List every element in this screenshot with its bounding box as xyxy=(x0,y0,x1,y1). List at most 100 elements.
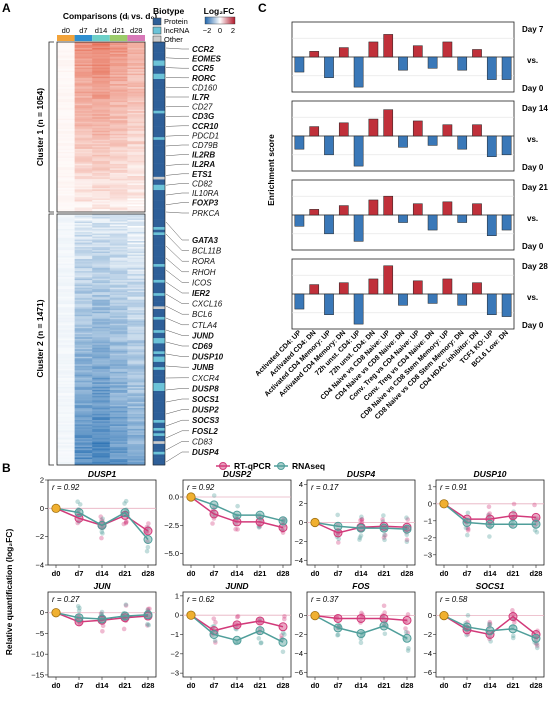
enrichment-bar xyxy=(353,214,364,242)
heatmap-cell xyxy=(109,442,128,445)
heatmap-cell xyxy=(74,404,93,407)
heatmap-cell xyxy=(127,463,146,466)
biotype-cell xyxy=(153,359,165,363)
gene-connector xyxy=(165,353,189,357)
biotype-cell xyxy=(153,420,165,423)
heatmap-cell xyxy=(92,214,111,216)
mean-point-rtqpcr xyxy=(402,615,412,625)
heatmap-cell xyxy=(57,199,75,202)
heatmap-cell xyxy=(57,461,75,464)
heatmap-cell xyxy=(57,215,75,218)
heatmap-cell xyxy=(74,178,93,181)
heatmap-cell xyxy=(127,87,146,89)
heatmap-cell xyxy=(57,382,75,385)
heatmap-cell xyxy=(127,160,146,163)
heatmap-cell xyxy=(92,293,111,296)
heatmap-cell xyxy=(57,93,75,95)
heatmap-cell xyxy=(57,242,75,245)
heatmap-cell xyxy=(92,281,111,284)
enrichment-bar xyxy=(294,214,305,227)
heatmap-cell xyxy=(127,135,146,138)
heatmap-cell xyxy=(109,332,128,335)
heatmap-cell xyxy=(127,403,146,406)
plot-ytick-label: −2 xyxy=(294,537,303,546)
heatmap-cell xyxy=(127,322,146,325)
heatmap-cell xyxy=(109,386,128,389)
heatmap-cell xyxy=(92,340,111,343)
heatmap-cell xyxy=(74,229,93,231)
heatmap-cell xyxy=(127,287,146,290)
heatmap-cell xyxy=(57,60,75,62)
heatmap-cell xyxy=(74,271,93,273)
heatmap-cell xyxy=(74,70,93,73)
heatmap-cell xyxy=(92,413,111,416)
heatmap-cell xyxy=(109,322,128,325)
heatmap-cell xyxy=(92,259,111,261)
heatmap-column-label: d14 xyxy=(95,26,108,35)
heatmap-cell xyxy=(92,100,111,103)
heatmap-cell xyxy=(127,229,146,231)
heatmap-cell xyxy=(57,286,75,288)
heatmap-cell xyxy=(127,76,146,79)
heatmap-cell xyxy=(92,283,111,285)
plot-xtick-label: d14 xyxy=(484,681,498,690)
heatmap-cell xyxy=(92,461,111,464)
heatmap-cell xyxy=(92,230,111,233)
heatmap-cell xyxy=(127,192,146,195)
heatmap-cell xyxy=(57,371,75,374)
heatmap-cell xyxy=(57,192,75,195)
heatmap-cell xyxy=(109,391,128,394)
replicate-point xyxy=(381,513,386,518)
heatmap-cell xyxy=(74,316,93,319)
heatmap-cell xyxy=(74,195,93,198)
heatmap-cell xyxy=(74,287,93,290)
heatmap-cell xyxy=(109,422,128,425)
heatmap-cell xyxy=(57,218,75,221)
heatmap-cell xyxy=(92,132,111,135)
gene-connector xyxy=(165,47,189,50)
biotype-cell xyxy=(153,338,165,342)
heatmap-cell xyxy=(127,371,146,374)
biotype-cell xyxy=(153,221,165,225)
heatmap-cell xyxy=(57,376,75,379)
heatmap-cell xyxy=(74,449,93,452)
heatmap-cell xyxy=(74,196,93,199)
heatmap-cell xyxy=(127,338,146,341)
replicate-point xyxy=(380,517,385,522)
heatmap-cell xyxy=(127,241,146,243)
plot-ytick-label: 0 xyxy=(175,611,179,620)
heatmap-cell xyxy=(74,87,93,89)
heatmap-cell xyxy=(109,346,128,349)
heatmap-cell xyxy=(57,446,75,449)
biotype-legend-label: Other xyxy=(164,35,183,44)
heatmap-cell xyxy=(57,136,75,139)
biotype-cell xyxy=(153,264,165,268)
heatmap-cell xyxy=(74,410,93,413)
heatmap-cell xyxy=(74,322,93,325)
heatmap-cell xyxy=(92,52,111,55)
heatmap-cell xyxy=(74,280,93,282)
heatmap-cell xyxy=(127,66,146,68)
heatmap-cell xyxy=(127,452,146,455)
mean-point-rnaseq xyxy=(485,626,495,636)
replicate-point xyxy=(486,504,492,510)
heatmap-cell xyxy=(92,93,111,95)
heatmap-cell xyxy=(109,265,128,267)
heatmap-cell xyxy=(57,428,75,431)
heatmap-cell xyxy=(127,262,146,264)
gene-connector xyxy=(165,192,189,196)
heatmap-cell xyxy=(92,311,111,314)
plot-xtick-label: d21 xyxy=(378,681,391,690)
heatmap-cell xyxy=(109,383,128,386)
heatmap-cell xyxy=(74,100,93,103)
heatmap-cell xyxy=(92,377,111,380)
heatmap-cell xyxy=(57,201,75,204)
heatmap-cell xyxy=(74,85,93,88)
heatmap-cell xyxy=(92,460,111,463)
heatmap-cell xyxy=(74,262,93,264)
heatmap-cell xyxy=(127,367,146,370)
heatmap-cell xyxy=(92,186,111,189)
heatmap-cell xyxy=(127,162,146,165)
heatmap-cell xyxy=(92,121,111,124)
heatmap-cell xyxy=(109,180,128,183)
